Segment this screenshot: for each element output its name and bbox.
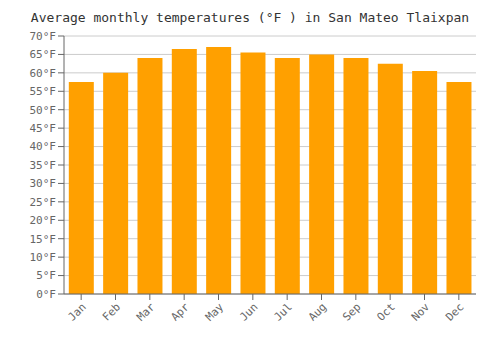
svg-text:0°F: 0°F bbox=[36, 288, 56, 301]
svg-text:65°F: 65°F bbox=[30, 48, 57, 61]
svg-text:35°F: 35°F bbox=[30, 159, 57, 172]
svg-text:Jan: Jan bbox=[66, 300, 89, 323]
svg-text:Dec: Dec bbox=[443, 300, 466, 323]
svg-text:70°F: 70°F bbox=[30, 30, 57, 43]
svg-text:60°F: 60°F bbox=[30, 67, 57, 80]
html-text:Average monthly temperatures (: Average monthly temperatures (°F ) in Sa… bbox=[30, 10, 470, 25]
svg-text:Jun: Jun bbox=[237, 300, 260, 323]
svg-text:50°F: 50°F bbox=[30, 104, 57, 117]
svg-text:55°F: 55°F bbox=[30, 85, 57, 98]
svg-text:10°F: 10°F bbox=[30, 251, 57, 264]
svg-text:15°F: 15°F bbox=[30, 233, 57, 246]
svg-text:May: May bbox=[203, 300, 227, 324]
svg-text:Nov: Nov bbox=[409, 300, 433, 324]
svg-text:5°F: 5°F bbox=[36, 269, 56, 282]
svg-text:Apr: Apr bbox=[169, 300, 193, 324]
svg-text:Mar: Mar bbox=[134, 300, 158, 324]
svg-text:Feb: Feb bbox=[100, 300, 123, 323]
svg-text:20°F: 20°F bbox=[30, 214, 57, 227]
svg-text:30°F: 30°F bbox=[30, 177, 57, 190]
svg-text:25°F: 25°F bbox=[30, 196, 57, 209]
svg-text:Jul: Jul bbox=[272, 300, 295, 323]
svg-text:40°F: 40°F bbox=[30, 140, 57, 153]
svg-text:45°F: 45°F bbox=[30, 122, 57, 135]
svg-text:Oct: Oct bbox=[375, 300, 398, 323]
svg-text:Sep: Sep bbox=[340, 300, 363, 323]
svg-text:Aug: Aug bbox=[306, 300, 329, 323]
